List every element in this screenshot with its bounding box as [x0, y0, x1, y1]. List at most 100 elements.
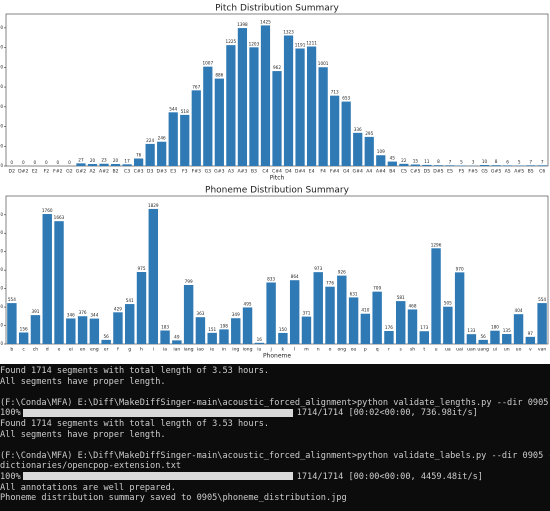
bar	[537, 303, 547, 344]
x-tick-label: G#5	[491, 169, 501, 175]
bar	[249, 47, 259, 166]
bar	[330, 95, 340, 166]
value-label: 246	[158, 136, 166, 141]
value-label: 0	[68, 160, 71, 165]
x-tick-label: D5	[424, 169, 431, 175]
value-label: 1425	[260, 19, 271, 24]
bar	[313, 272, 323, 344]
x-tick-label: ing	[232, 347, 239, 353]
value-label: 109	[377, 149, 385, 154]
terminal-line: All segments have proper length.	[0, 376, 166, 387]
x-tick-label: D3	[147, 169, 154, 175]
chart-title: Phoneme Distribution Summary	[205, 186, 350, 196]
value-label: 0	[33, 160, 36, 165]
bar	[513, 314, 524, 344]
chart-title: Pitch Distribution Summary	[215, 4, 339, 14]
bar	[278, 332, 288, 344]
bar	[125, 304, 135, 344]
blank-line	[0, 440, 550, 451]
value-label: 0	[57, 160, 60, 165]
bar	[122, 164, 132, 166]
bar	[145, 143, 155, 166]
y-tick-label: 1250	[0, 249, 3, 254]
value-label: 295	[365, 131, 373, 136]
x-tick-label: i	[153, 347, 154, 353]
terminal-line: (F:\Conda\MFA) E:\Diff\MakeDiffSinger-ma…	[0, 397, 549, 408]
value-label: 371	[302, 311, 310, 316]
value-label: 0	[22, 160, 25, 165]
x-tick-label: l	[294, 347, 295, 353]
value-label: 135	[503, 328, 511, 333]
value-label: 8	[495, 159, 498, 164]
value-label: 541	[126, 298, 134, 303]
bar	[226, 45, 236, 167]
bar	[502, 334, 512, 344]
value-label: 23	[101, 158, 107, 163]
x-tick-label: uan	[467, 348, 476, 353]
value-label: 0	[10, 160, 13, 165]
value-label: 776	[326, 281, 334, 286]
value-label: 554	[538, 297, 546, 302]
x-tick-label: G#3	[214, 169, 224, 175]
y-tick-label: 250	[0, 323, 3, 328]
bar	[419, 331, 429, 344]
x-tick-label: ui	[493, 347, 497, 353]
progress-percent: 100%	[0, 408, 21, 419]
x-tick-label: uo	[516, 348, 522, 353]
value-label: 336	[354, 127, 362, 132]
value-label: 631	[350, 291, 358, 296]
value-label: 962	[273, 65, 281, 70]
blank-line	[0, 387, 550, 398]
x-tick-label: n	[317, 348, 320, 353]
x-tick-label: C#4	[272, 169, 282, 175]
terminal-line: Phoneme distribution summary saved to 09…	[0, 493, 347, 504]
y-tick-label: 800	[0, 84, 3, 89]
value-label: 20	[113, 158, 119, 163]
value-label: 1191	[295, 42, 306, 47]
charts: Pitch Distribution Summary02004006008001…	[0, 4, 549, 360]
value-label: 970	[456, 266, 464, 271]
bar	[283, 35, 294, 166]
bar	[490, 330, 500, 344]
bar	[160, 330, 170, 344]
x-tick-label: F3	[182, 169, 188, 175]
terminal-line: dictionaries/opencpop-extension.txt	[0, 461, 182, 472]
x-tick-label: E3	[170, 169, 176, 175]
x-tick-label: A#5	[514, 169, 524, 175]
bar	[318, 67, 328, 166]
bar	[410, 164, 420, 166]
bar	[172, 340, 182, 344]
value-label: 7	[541, 159, 544, 164]
y-tick-label: 1000	[0, 267, 3, 272]
bar	[203, 66, 213, 166]
x-tick-label: ei	[69, 347, 73, 353]
x-tick-label: p	[364, 348, 367, 353]
value-label: 0	[45, 160, 48, 165]
value-label: 56	[103, 334, 109, 339]
value-label: 8	[437, 159, 440, 164]
x-tick-label: eng	[90, 348, 99, 353]
bar	[207, 332, 217, 344]
value-label: 505	[444, 301, 452, 306]
progress-bar	[22, 472, 293, 481]
x-tick-label: q	[376, 348, 379, 353]
x-tick-label: van	[538, 348, 547, 353]
value-label: 156	[20, 326, 28, 331]
value-label: 495	[244, 301, 252, 306]
value-label: 173	[420, 325, 428, 330]
value-label: 176	[385, 325, 393, 330]
x-tick-label: G#2	[76, 169, 86, 175]
value-label: 16	[257, 337, 263, 342]
x-axis-label: Pitch	[270, 175, 285, 182]
bar	[360, 313, 371, 344]
progress-status: 1714/1714 [00:02<00:00, 736.98it/s]	[296, 408, 478, 419]
value-label: 198	[220, 323, 228, 328]
bar	[266, 282, 276, 344]
bar	[503, 165, 513, 166]
bar	[77, 316, 88, 344]
x-tick-label: in	[222, 347, 226, 353]
value-label: 376	[79, 310, 87, 315]
bar	[433, 165, 444, 166]
bar	[422, 164, 432, 166]
value-label: 1760	[42, 208, 53, 213]
